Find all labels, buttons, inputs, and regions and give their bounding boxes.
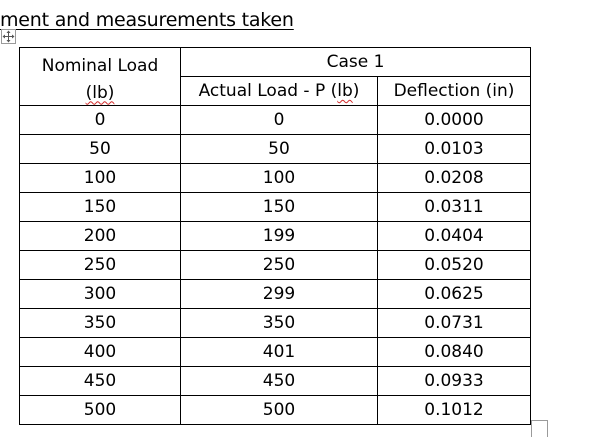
table-row: 50 50 0.0103 — [19, 134, 531, 164]
actual-load-cell: 401 — [180, 337, 378, 367]
nominal-load-cell: 300 — [19, 279, 181, 309]
table-row: 400 401 0.0840 — [19, 337, 531, 367]
deflection-cell: 0.0520 — [377, 250, 531, 280]
deflection-cell: 0.0731 — [377, 308, 531, 338]
nominal-load-header: Nominal Load (lb) — [19, 47, 181, 106]
actual-load-unit: lb — [337, 81, 353, 101]
nominal-load-cell: 500 — [19, 395, 181, 425]
table-subheader-row: Actual Load - P (lb) Deflection (in) — [20, 76, 531, 106]
table-row: 500 500 0.1012 — [19, 395, 531, 425]
table-row: 0 0 0.0000 — [19, 105, 531, 135]
move-cross-icon — [2, 30, 15, 43]
table-row: 350 350 0.0731 — [19, 308, 531, 338]
actual-load-cell: 100 — [180, 163, 378, 193]
table-header-row: Nominal Load (lb) Case 1 — [19, 47, 531, 106]
actual-load-cell: 150 — [180, 192, 378, 222]
nominal-load-cell: 0 — [19, 105, 181, 135]
nominal-load-header-line1: Nominal Load — [41, 55, 159, 76]
nominal-load-cell: 400 — [19, 337, 181, 367]
actual-load-header-text: Actual Load - P ( — [198, 81, 338, 101]
table-row: 200 199 0.0404 — [19, 221, 531, 251]
actual-load-cell: 500 — [180, 395, 378, 425]
section-heading: ment and measurements taken — [0, 9, 294, 31]
nominal-load-cell: 200 — [19, 221, 181, 251]
actual-load-cell: 350 — [180, 308, 378, 338]
deflection-cell: 0.0840 — [377, 337, 531, 367]
nominal-load-cell: 350 — [19, 308, 181, 338]
deflection-cell: 0.0933 — [377, 366, 531, 396]
deflection-cell: 0.0000 — [377, 105, 531, 135]
nominal-load-cell: 450 — [19, 366, 181, 396]
table-row: 150 150 0.0311 — [19, 192, 531, 222]
deflection-cell: 0.0404 — [377, 221, 531, 251]
deflection-cell: 0.0311 — [377, 192, 531, 222]
table-resize-handle[interactable] — [531, 420, 548, 437]
actual-load-header: Actual Load - P (lb) — [180, 76, 378, 106]
actual-load-cell: 450 — [180, 366, 378, 396]
table-row: 250 250 0.0520 — [19, 250, 531, 280]
actual-load-cell: 0 — [180, 105, 378, 135]
nominal-load-cell: 50 — [19, 134, 181, 164]
actual-load-cell: 250 — [180, 250, 378, 280]
nominal-load-cell: 250 — [19, 250, 181, 280]
actual-load-cell: 199 — [180, 221, 378, 251]
actual-load-header-close: ) — [352, 81, 360, 101]
actual-load-cell: 50 — [180, 134, 378, 164]
deflection-cell: 0.0208 — [377, 163, 531, 193]
nominal-load-cell: 100 — [19, 163, 181, 193]
deflection-header: Deflection (in) — [377, 76, 531, 106]
nominal-load-cell: 150 — [19, 192, 181, 222]
actual-load-cell: 299 — [180, 279, 378, 309]
table-move-handle[interactable] — [1, 29, 16, 44]
deflection-cell: 0.1012 — [377, 395, 531, 425]
table-row: 450 450 0.0933 — [19, 366, 531, 396]
nominal-load-unit: (lb) — [85, 82, 115, 103]
nominal-load-header-line2: (lb) — [20, 76, 180, 103]
case-1-header: Case 1 — [180, 47, 531, 77]
deflection-cell: 0.0625 — [377, 279, 531, 309]
measurements-table: Nominal Load (lb) Case 1 Actual Load - P… — [19, 47, 531, 425]
table-row: 100 100 0.0208 — [19, 163, 531, 193]
table-row: 300 299 0.0625 — [19, 279, 531, 309]
deflection-cell: 0.0103 — [377, 134, 531, 164]
